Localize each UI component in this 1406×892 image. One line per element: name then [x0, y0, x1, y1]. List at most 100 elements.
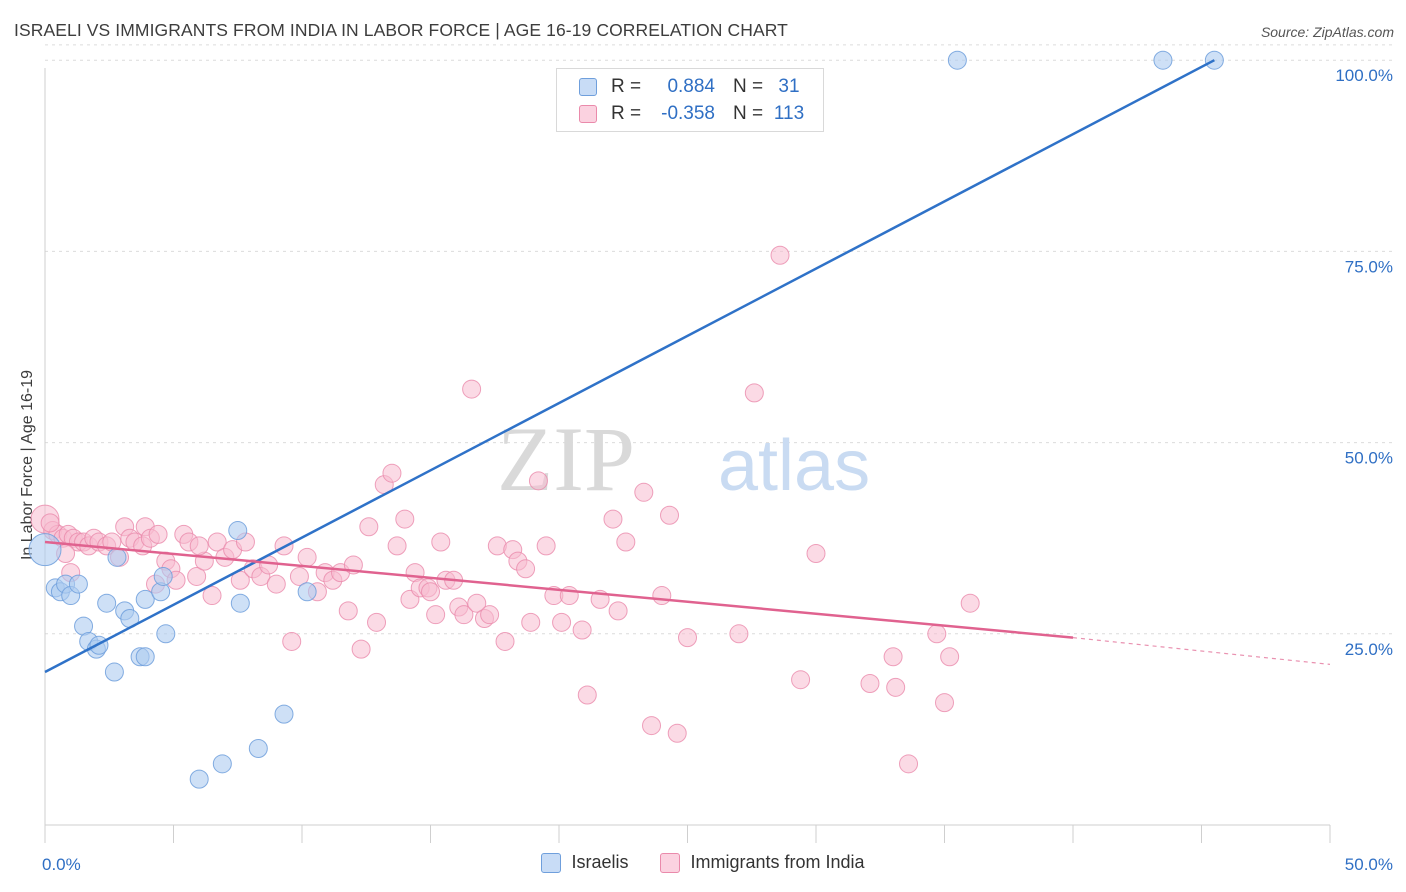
india-point [634, 482, 654, 502]
watermark-zip: ZIP [497, 408, 635, 510]
x-tick-label: 50.0% [1345, 855, 1393, 874]
legend-swatch-blue [541, 852, 562, 873]
india-point [806, 543, 826, 563]
india-point [927, 624, 947, 644]
india-point [899, 754, 919, 774]
source-label: Source: ZipAtlas.com [1260, 24, 1394, 40]
israeli-point [189, 769, 209, 789]
y-tick-label: 75.0% [1345, 257, 1393, 276]
legend-n-value: 31 [778, 76, 800, 97]
india-point [744, 383, 764, 403]
israeli-point [107, 547, 127, 567]
india-point [960, 593, 980, 613]
india-point [603, 509, 623, 529]
india-point [40, 513, 60, 533]
legend-n-value: 113 [773, 103, 805, 124]
legend-r-value: -0.358 [661, 103, 715, 124]
india-point [770, 245, 790, 265]
india-point [616, 532, 636, 552]
watermark: ZIP atlas [497, 408, 870, 510]
israeli-point [947, 50, 967, 70]
india-point [230, 570, 250, 590]
stats-legend: R = 0.884 N = 31 R = -0.358 N = 113 [556, 68, 824, 132]
y-tick-label: 100.0% [1335, 66, 1393, 85]
israeli-point [28, 533, 62, 567]
legend-n-label: N = [733, 76, 764, 97]
israeli-point [68, 574, 88, 594]
israeli-point [153, 566, 173, 586]
india-point [431, 532, 451, 552]
india-point [495, 631, 515, 651]
israeli-point [297, 582, 317, 602]
india-point [297, 547, 317, 567]
india-point [467, 593, 487, 613]
legend-item-india[interactable]: Immigrants from India [660, 852, 865, 873]
india-point [426, 605, 446, 625]
tick-labels: 25.0% 50.0% 75.0% 100.0% 0.0% 50.0% [42, 66, 1393, 874]
india-point [266, 574, 286, 594]
legend-swatch-pink [660, 852, 681, 873]
india-point [351, 639, 371, 659]
gridlines [45, 44, 1393, 635]
india-point [678, 628, 697, 648]
legend-row-israelis: R = 0.884 N = 31 [579, 76, 809, 98]
india-point [940, 647, 960, 667]
india-point [660, 505, 680, 525]
india-trend-line [44, 540, 1074, 639]
israeli-point [228, 521, 248, 541]
india-point [791, 670, 811, 690]
legend-label-india: Immigrants from India [690, 852, 865, 872]
israeli-point [156, 624, 176, 644]
israeli-point [104, 662, 124, 682]
india-point [528, 471, 548, 491]
trend-lines [44, 59, 1331, 674]
india-point [572, 620, 592, 640]
india-point [189, 536, 209, 556]
israeli-point [230, 593, 250, 613]
india-point [480, 605, 500, 625]
india-point [187, 566, 207, 586]
israeli-point [248, 739, 268, 759]
legend-r-label: R = [611, 103, 642, 124]
legend-r-value: 0.884 [667, 76, 715, 97]
legend-swatch-blue [579, 78, 597, 96]
india-points [30, 245, 980, 774]
israeli-point [97, 593, 117, 613]
israeli-point [274, 704, 294, 724]
india-point [421, 582, 440, 602]
india-point [282, 631, 302, 651]
india-point [642, 716, 662, 736]
india-point [552, 612, 572, 632]
india-trend-extension [1072, 637, 1331, 665]
india-point [382, 463, 402, 483]
india-point [289, 566, 309, 586]
india-point [521, 612, 541, 632]
israeli-point [1204, 50, 1224, 70]
israeli-point [89, 635, 109, 655]
india-point [577, 685, 597, 705]
india-point [935, 693, 954, 713]
india-point [860, 674, 880, 694]
legend-row-india: R = -0.358 N = 113 [579, 103, 809, 125]
watermark-atlas: atlas [718, 426, 870, 506]
india-point [359, 517, 379, 537]
india-point [516, 559, 536, 579]
axes [44, 68, 1331, 843]
india-point [883, 647, 903, 667]
india-point [886, 677, 906, 697]
y-tick-label: 50.0% [1345, 449, 1393, 468]
israeli-points [28, 50, 1224, 789]
india-point [148, 524, 168, 544]
x-tick-label: 0.0% [42, 855, 81, 874]
india-point [454, 605, 474, 625]
india-point [608, 601, 628, 621]
india-point [395, 509, 415, 529]
india-point [729, 624, 749, 644]
legend-item-israelis[interactable]: Israelis [541, 852, 628, 873]
india-point [338, 601, 358, 621]
y-tick-label: 25.0% [1345, 640, 1393, 659]
legend-n-label: N = [733, 103, 764, 124]
israeli-point [1153, 50, 1173, 70]
legend-label-israelis: Israelis [571, 852, 629, 872]
